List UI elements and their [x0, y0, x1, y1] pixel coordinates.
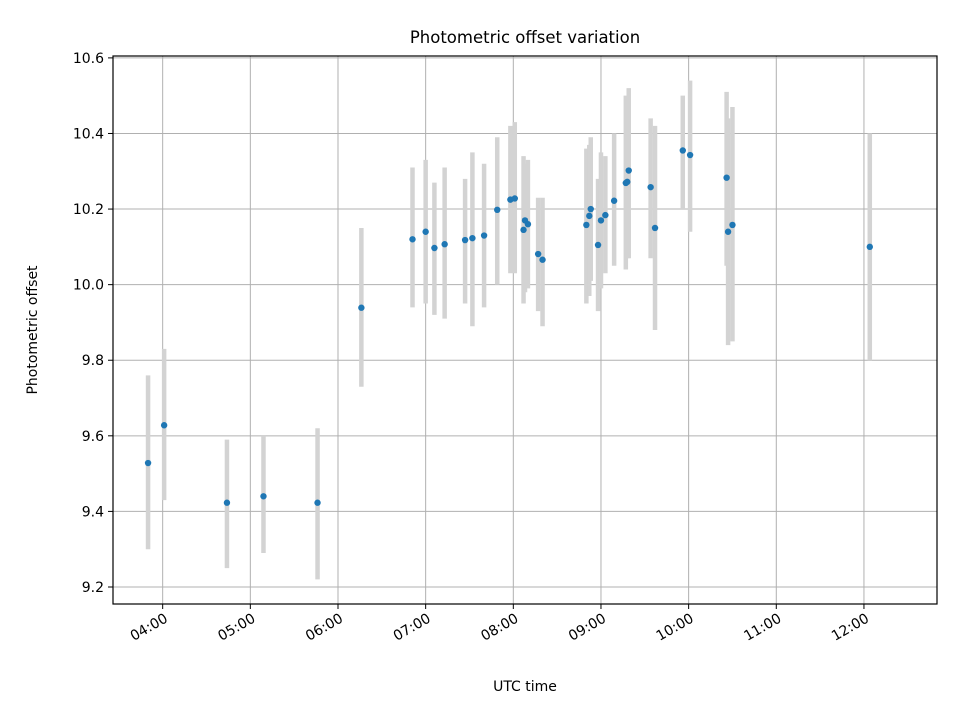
data-point [524, 220, 532, 228]
y-tick-label: 9.2 [82, 580, 104, 596]
data-point [583, 221, 590, 229]
data-point [651, 224, 659, 232]
x-axis-label: UTC time [493, 679, 557, 695]
data-point [587, 205, 594, 213]
data-point [511, 195, 518, 202]
error-bars [145, 80, 873, 580]
y-axis-label: Photometric offset [25, 265, 41, 395]
chart-title: Photometric offset variation [410, 28, 640, 47]
y-axis-ticks: 9.2 9.4 9.6 9.8 10.0 10.2 10.4 10.6 [73, 51, 113, 596]
data-point [422, 228, 429, 235]
data-point [469, 234, 476, 242]
data-point [625, 167, 632, 174]
data-point [866, 243, 873, 251]
data-point [480, 232, 488, 239]
data-point [160, 422, 168, 429]
x-tick-label: 09:00 [566, 611, 609, 645]
x-tick-label: 04:00 [128, 611, 171, 645]
data-point [520, 226, 527, 234]
data-point [729, 221, 736, 229]
x-tick-label: 05:00 [215, 611, 258, 645]
x-tick-label: 10:00 [654, 611, 697, 645]
data-point [597, 217, 605, 224]
data-point [594, 241, 602, 249]
data-point [494, 206, 501, 214]
plot-frame [112, 55, 938, 605]
data-point [686, 151, 694, 159]
data-points [144, 147, 873, 506]
data-point [431, 244, 438, 252]
data-point [144, 459, 152, 467]
grid-lines [113, 56, 937, 604]
data-point [624, 178, 631, 186]
y-tick-label: 10.2 [73, 202, 104, 218]
data-point [723, 174, 730, 181]
x-tick-label: 12:00 [829, 611, 872, 645]
x-tick-label: 06:00 [303, 611, 346, 645]
y-tick-label: 9.6 [82, 429, 104, 445]
data-point [358, 304, 365, 311]
y-tick-label: 10.0 [73, 278, 104, 294]
data-point [724, 228, 732, 235]
data-point [586, 212, 593, 220]
x-tick-label: 07:00 [391, 611, 434, 645]
x-axis-ticks: 04:00 05:00 06:00 07:00 08:00 09:00 10:00 11:00… [128, 604, 872, 645]
data-point [314, 499, 321, 506]
data-point [534, 250, 542, 258]
data-point [461, 236, 469, 244]
data-point [679, 147, 686, 154]
data-point [602, 211, 609, 219]
data-point [539, 256, 546, 263]
data-point [610, 197, 618, 204]
y-tick-label: 9.4 [82, 504, 104, 520]
y-tick-label: 10.4 [73, 126, 104, 142]
data-point [647, 183, 654, 191]
y-tick-label: 9.8 [82, 353, 104, 369]
x-tick-label: 11:00 [741, 611, 784, 645]
data-point [441, 241, 448, 248]
data-point [260, 493, 267, 500]
y-tick-label: 10.6 [73, 51, 104, 67]
data-point [223, 499, 231, 506]
data-point [409, 236, 416, 243]
x-tick-label: 08:00 [478, 611, 521, 645]
